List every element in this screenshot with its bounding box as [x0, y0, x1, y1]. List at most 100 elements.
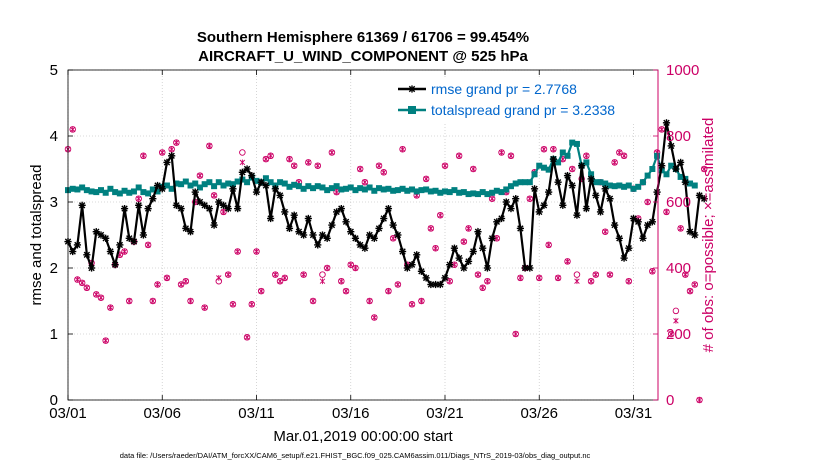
left-y-tick-label: 4 — [50, 128, 58, 145]
obs-assimilated-marker — [423, 176, 429, 182]
totalspread-point — [493, 187, 500, 194]
rmse-point-stroke — [592, 192, 599, 199]
obs-assimilated-marker — [187, 298, 194, 304]
obs-assimilated-marker — [154, 281, 161, 288]
rmse-point — [106, 247, 115, 256]
rmse-point-stroke — [587, 175, 595, 183]
totalspread-point — [531, 171, 538, 178]
totalspread-point — [390, 187, 397, 194]
rmse-point — [144, 205, 152, 213]
rmse-point-stroke — [291, 212, 298, 219]
rmse-point-stroke — [427, 281, 435, 288]
totalspread-point — [149, 186, 156, 193]
rmse-point — [413, 251, 421, 259]
totalspread-point — [639, 179, 646, 186]
totalspread-point — [281, 180, 288, 187]
totalspread-point — [588, 171, 595, 178]
totalspread-point — [625, 182, 632, 189]
rmse-point-stroke — [347, 228, 354, 235]
totalspread-point — [145, 190, 152, 197]
rmse-point-stroke — [239, 169, 246, 176]
totalspread-point — [376, 185, 383, 192]
rmse-point-stroke — [206, 205, 213, 212]
rmse-point — [545, 188, 553, 196]
obs-assimilated-marker — [244, 334, 250, 341]
totalspread-point — [361, 186, 368, 193]
rmse-point-stroke — [404, 264, 411, 272]
totalspread-point — [310, 185, 317, 192]
rmse-point-stroke — [196, 198, 204, 206]
rmse-point-stroke — [243, 165, 251, 173]
obs-assimilated-marker — [239, 159, 246, 166]
rmse-point-stroke — [314, 241, 321, 249]
rmse-point — [667, 142, 675, 150]
obs-assimilated-marker — [277, 278, 283, 285]
obs-assimilated-marker — [545, 242, 552, 248]
totalspread-point — [130, 188, 137, 195]
rmse-point-stroke — [451, 245, 458, 252]
rmse-point-stroke — [258, 179, 265, 186]
rmse-point-stroke — [526, 264, 534, 272]
totalspread-point — [446, 189, 453, 196]
obs-possible-marker — [672, 307, 680, 315]
obs-assimilated-marker — [329, 149, 335, 156]
totalspread-point — [522, 179, 529, 186]
rmse-point — [205, 205, 213, 213]
obs-assimilated-marker — [465, 225, 472, 232]
totalspread-point — [503, 186, 510, 193]
rmse-point — [502, 198, 510, 206]
rmse-point — [573, 211, 581, 219]
rmse-point — [634, 218, 642, 226]
rmse-point — [290, 211, 298, 219]
rmse-point — [563, 172, 572, 180]
rmse-point — [625, 244, 633, 252]
rmse-point-stroke — [498, 215, 505, 222]
rmse-point-stroke — [602, 185, 609, 192]
rmse-point — [149, 195, 157, 203]
rmse-point-stroke — [361, 245, 369, 252]
obs-assimilated-marker — [451, 261, 458, 268]
rmse-point — [314, 241, 322, 249]
rmse-point-stroke — [686, 228, 694, 235]
totalspread-point — [456, 189, 463, 196]
totalspread-point — [343, 185, 350, 192]
obs-assimilated-marker — [583, 152, 590, 159]
obs-assimilated-marker — [621, 152, 627, 159]
rmse-point-stroke — [441, 274, 449, 282]
rmse-point — [78, 201, 86, 209]
obs-assimilated-marker — [479, 284, 486, 291]
rmse-point — [488, 234, 496, 242]
totalspread-point — [687, 180, 694, 187]
rmse-point-stroke — [672, 165, 680, 173]
rmse-point-stroke — [352, 235, 359, 242]
rmse-point-stroke — [540, 202, 548, 209]
right-y-tick-label: 600 — [666, 194, 691, 211]
totalspread-point — [427, 188, 434, 195]
obs-assimilated-marker — [234, 248, 241, 255]
obs-assimilated-marker — [362, 179, 368, 186]
rmse-point — [186, 228, 195, 236]
obs-assimilated-marker — [644, 199, 651, 205]
x-tick-label: 03/01 — [49, 405, 87, 422]
rmse-point — [695, 191, 704, 199]
totalspread-point — [229, 181, 236, 188]
rmse-point — [361, 244, 369, 252]
rmse-point-stroke — [356, 241, 364, 249]
rmse-point-stroke — [177, 205, 185, 212]
rmse-point — [323, 234, 331, 242]
rmse-point-stroke — [389, 221, 397, 229]
rmse-point-stroke — [625, 245, 632, 252]
obs-assimilated-marker — [663, 209, 670, 215]
series-lines — [64, 119, 708, 289]
obs-possible-marker — [573, 271, 581, 278]
rmse-point-stroke — [88, 264, 95, 272]
rmse-point-stroke — [229, 185, 237, 192]
obs-assimilated-marker — [607, 271, 613, 278]
rmse-point — [681, 178, 689, 186]
rmse-point-stroke — [83, 251, 91, 258]
legend-spread-marker — [408, 106, 416, 114]
legend: rmse grand pr = 2.7768 totalspread grand… — [393, 78, 655, 122]
totalspread-point — [225, 180, 232, 187]
obs-assimilated-marker — [470, 166, 476, 172]
x-tick-label: 03/16 — [332, 405, 370, 422]
